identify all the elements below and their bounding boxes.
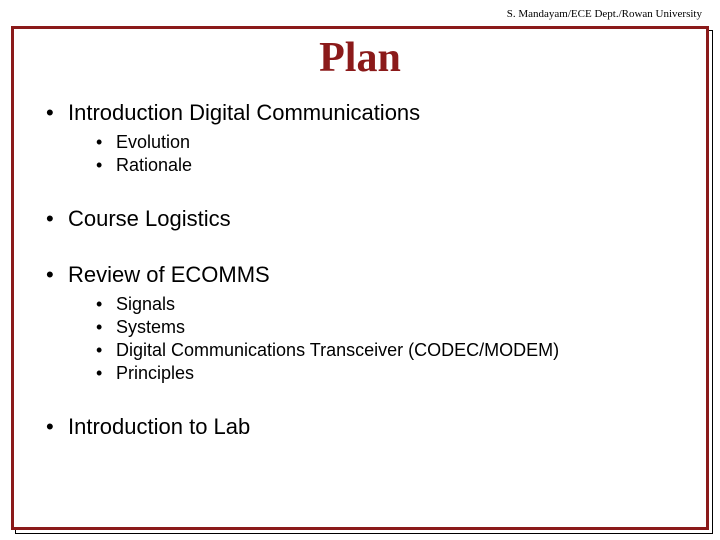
bullet-text: Introduction Digital Communications (68, 100, 420, 125)
bullet-text: Systems (116, 317, 185, 337)
slide-title: Plan (0, 34, 720, 82)
bullet-text: Evolution (116, 132, 190, 152)
list-item: Signals (92, 294, 680, 315)
list-item: Principles (92, 363, 680, 384)
bullet-list-level1: Introduction Digital Communications Evol… (40, 100, 680, 440)
bullet-text: Course Logistics (68, 206, 231, 231)
list-item: Review of ECOMMS Signals Systems Digital… (40, 262, 680, 384)
bullet-text: Principles (116, 363, 194, 383)
bullet-text: Signals (116, 294, 175, 314)
header-attribution: S. Mandayam/ECE Dept./Rowan University (507, 8, 702, 20)
list-item: Course Logistics (40, 206, 680, 232)
list-item: Introduction to Lab (40, 414, 680, 440)
bullet-text: Introduction to Lab (68, 414, 250, 439)
list-item: Systems (92, 317, 680, 338)
bullet-text: Digital Communications Transceiver (CODE… (116, 340, 559, 360)
slide-content: Introduction Digital Communications Evol… (40, 100, 680, 470)
list-item: Digital Communications Transceiver (CODE… (92, 340, 680, 361)
bullet-text: Rationale (116, 155, 192, 175)
bullet-text: Review of ECOMMS (68, 262, 270, 287)
list-item: Evolution (92, 132, 680, 153)
list-item: Rationale (92, 155, 680, 176)
list-item: Introduction Digital Communications Evol… (40, 100, 680, 176)
bullet-list-level2: Evolution Rationale (92, 132, 680, 176)
bullet-list-level2: Signals Systems Digital Communications T… (92, 294, 680, 384)
